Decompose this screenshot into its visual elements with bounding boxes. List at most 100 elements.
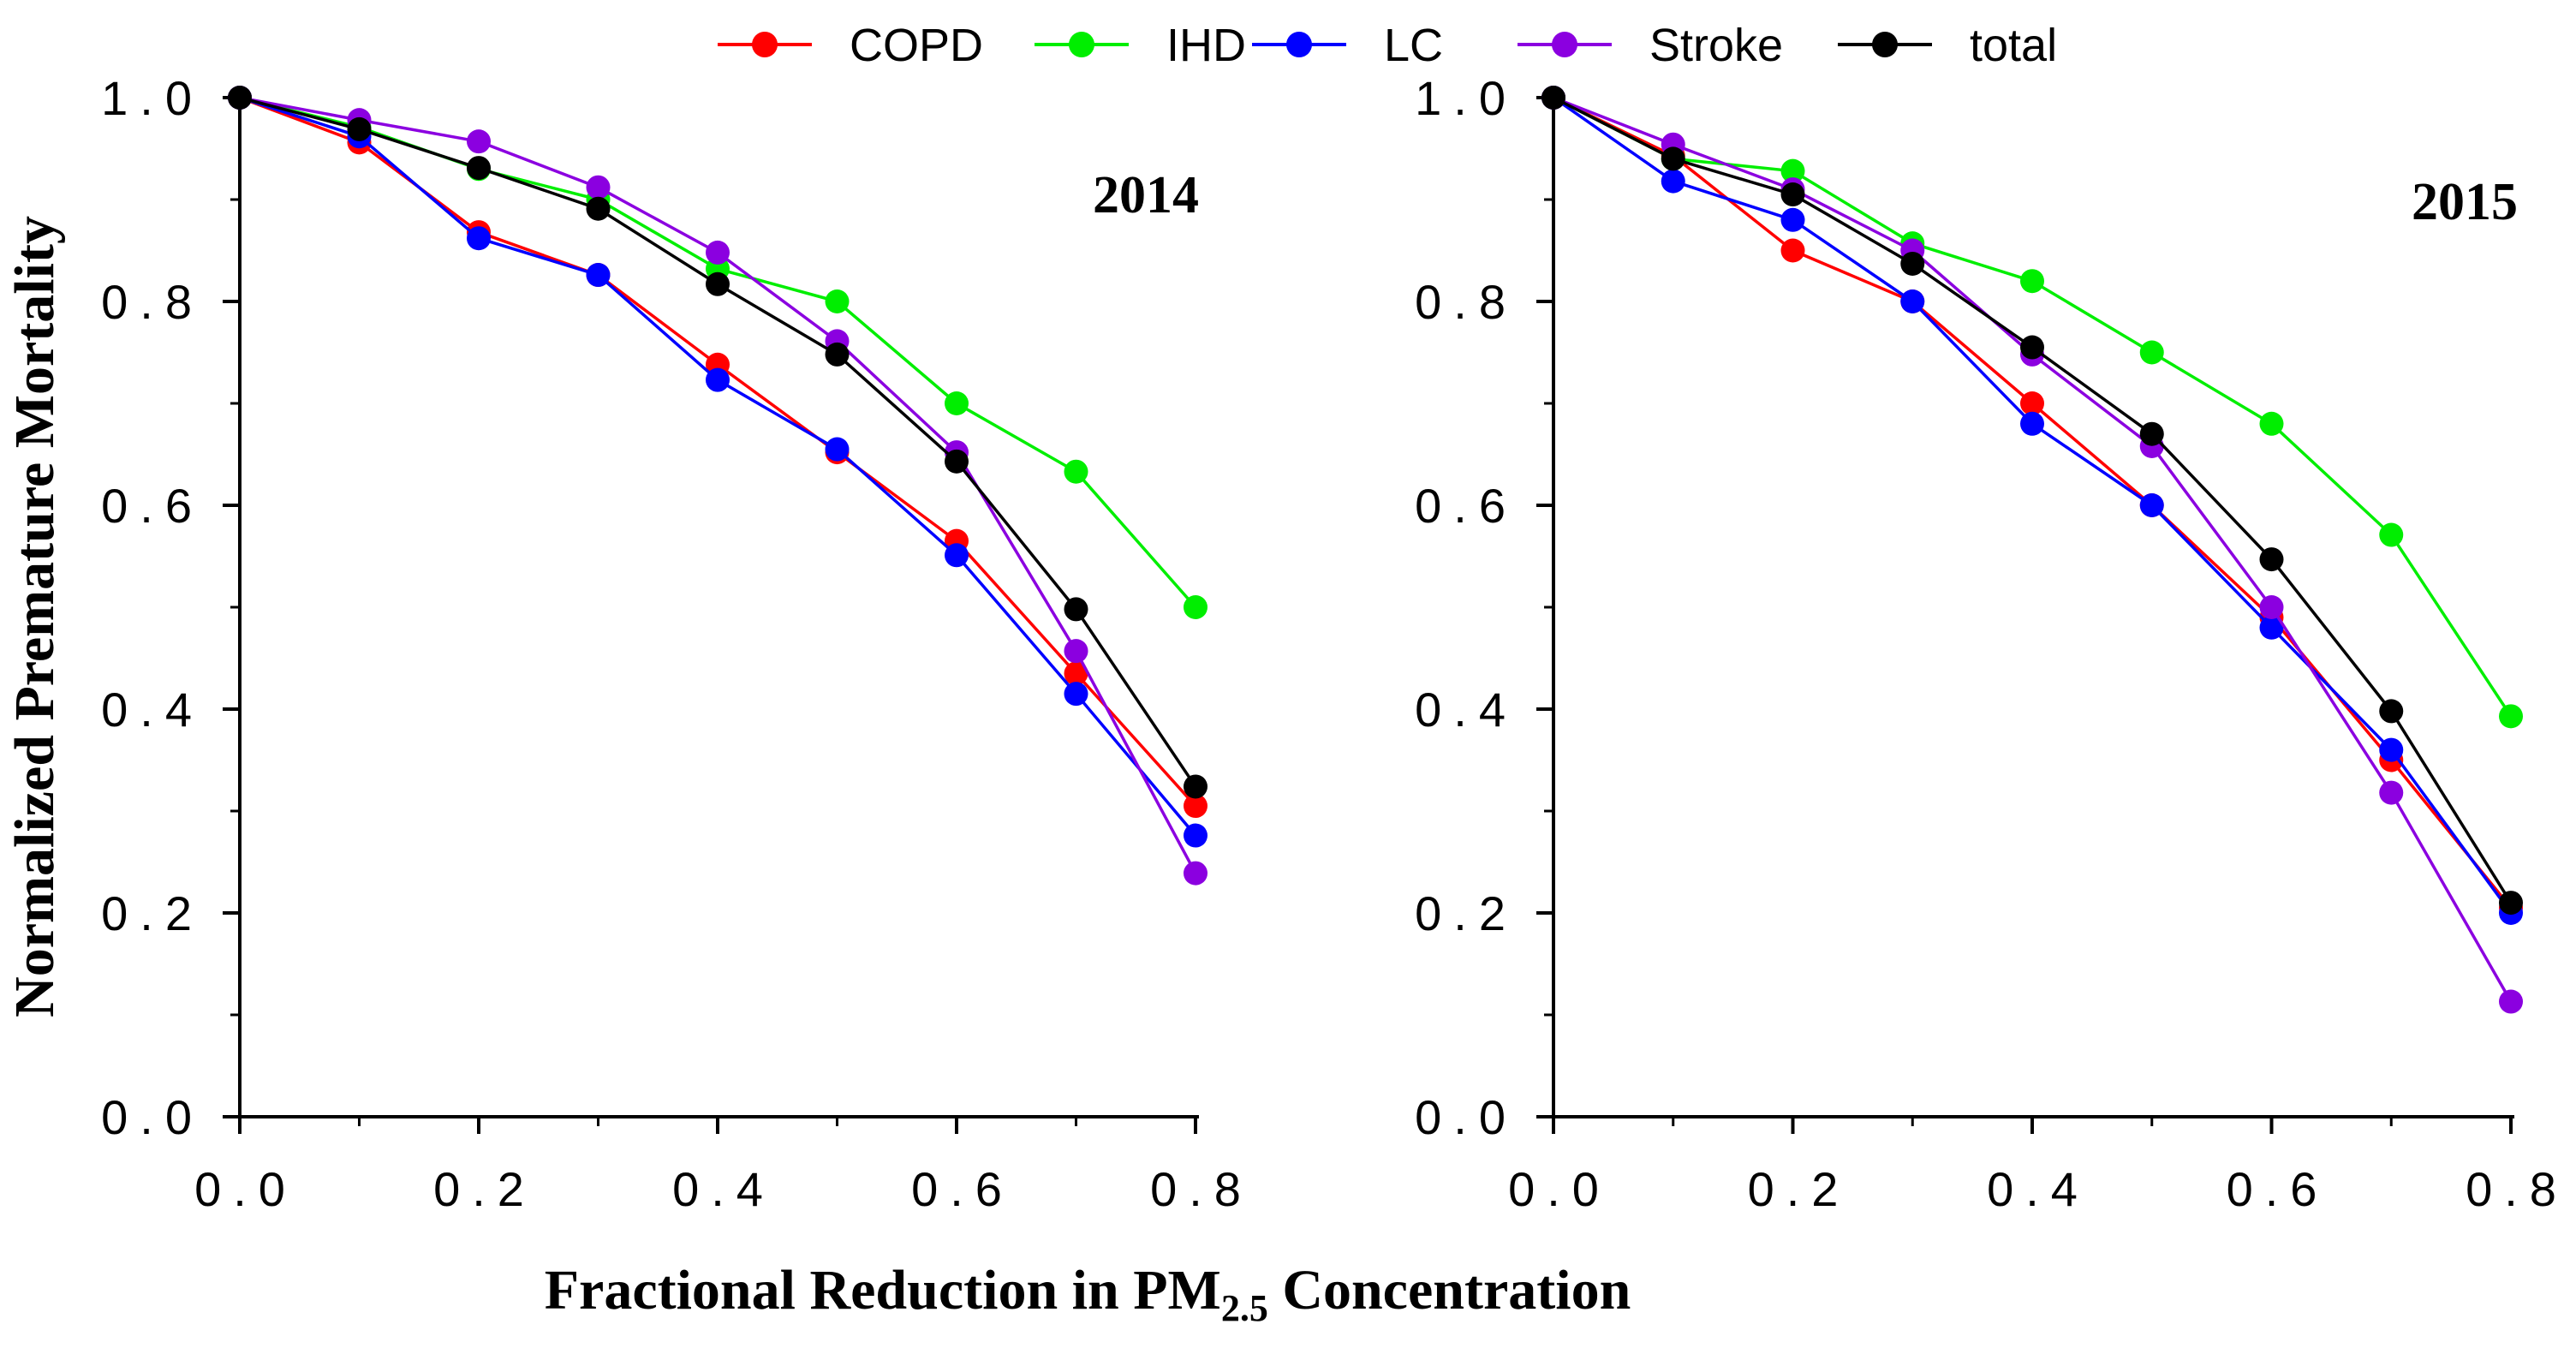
x-axis-label-tail: Concentration bbox=[1268, 1259, 1631, 1321]
legend-label: total bbox=[1970, 20, 2057, 71]
y-tick-label: 0.8 bbox=[1415, 275, 1518, 329]
panel-2014: 0.0 0.2 0.4 0.6 0.8 1.0 0.0 0.2 0.4 0.6 0.8 2014 bbox=[101, 71, 1253, 1216]
legend-item-lc: LC bbox=[1252, 20, 1443, 71]
x-tick-label: 0.8 bbox=[1150, 1162, 1253, 1216]
legend-label: COPD bbox=[850, 20, 983, 71]
data-point-lc bbox=[1780, 207, 1805, 232]
data-point-stroke bbox=[467, 129, 491, 154]
data-point-ihd bbox=[2379, 522, 2404, 547]
y-tick-label: 0.8 bbox=[101, 275, 204, 329]
data-point-stroke bbox=[2379, 780, 2404, 805]
series-line-total bbox=[1553, 96, 2513, 904]
x-tick-label: 0.4 bbox=[672, 1162, 775, 1216]
data-point-total bbox=[1900, 251, 1925, 276]
x-axis-label-main: Fractional Reduction in PM bbox=[545, 1259, 1221, 1321]
panel-title: 2014 bbox=[1093, 166, 1199, 224]
data-point-total bbox=[2259, 547, 2284, 572]
panel-title: 2015 bbox=[2412, 173, 2518, 231]
y-tick-label: 0.2 bbox=[101, 886, 204, 940]
data-point-lc bbox=[467, 226, 491, 251]
y-tick-label: 1.0 bbox=[101, 71, 204, 125]
y-axis-label: Normalized Premature Mortality bbox=[3, 216, 66, 1017]
series-stroke bbox=[1541, 86, 2523, 1014]
data-point-total bbox=[2139, 421, 2164, 446]
data-point-lc bbox=[1661, 169, 1685, 194]
series-line-stroke bbox=[239, 96, 1197, 874]
legend-item-copd: COPD bbox=[718, 20, 983, 71]
data-point-stroke bbox=[1064, 639, 1088, 664]
y-tick-label: 0.4 bbox=[101, 683, 204, 737]
data-point-total bbox=[228, 86, 252, 110]
x-tick-label: 0.0 bbox=[1508, 1162, 1611, 1216]
data-point-total bbox=[1661, 146, 1685, 171]
series-total bbox=[228, 86, 1208, 799]
series-line-copd bbox=[1553, 96, 2513, 910]
series-line-lc bbox=[239, 96, 1197, 837]
series-lc bbox=[228, 86, 1208, 848]
legend-item-stroke: Stroke bbox=[1518, 20, 1783, 71]
series-line-copd bbox=[239, 96, 1197, 808]
data-point-ihd bbox=[1780, 158, 1805, 183]
series-stroke bbox=[228, 86, 1208, 886]
data-point-lc bbox=[1900, 289, 1925, 313]
data-point-stroke bbox=[586, 175, 611, 200]
legend-label: IHD bbox=[1166, 20, 1246, 71]
data-point-stroke bbox=[2259, 595, 2284, 619]
series-line-ihd bbox=[239, 96, 1197, 609]
x-tick-label: 0.6 bbox=[2227, 1162, 2329, 1216]
data-point-ihd bbox=[2499, 704, 2523, 729]
series-total bbox=[1541, 86, 2523, 916]
data-point-total bbox=[1064, 597, 1088, 622]
series-line-stroke bbox=[1553, 96, 2513, 1003]
data-point-total bbox=[347, 116, 372, 141]
x-tick-label: 0.6 bbox=[911, 1162, 1014, 1216]
data-point-ihd bbox=[1184, 595, 1208, 619]
data-point-copd bbox=[1064, 661, 1088, 686]
data-point-total bbox=[1780, 182, 1805, 207]
data-point-stroke bbox=[1184, 861, 1208, 886]
data-point-ihd bbox=[2259, 411, 2284, 436]
series-copd bbox=[1541, 86, 2523, 921]
data-point-total bbox=[945, 449, 969, 474]
data-point-copd bbox=[1780, 238, 1805, 263]
legend-label: Stroke bbox=[1649, 20, 1783, 71]
data-point-lc bbox=[706, 367, 730, 392]
data-point-ihd bbox=[2020, 269, 2044, 294]
y-tick-label: 1.0 bbox=[1415, 71, 1518, 125]
legend-marker bbox=[1872, 32, 1898, 57]
legend-marker bbox=[752, 32, 778, 57]
y-tick-label: 0.0 bbox=[101, 1090, 204, 1144]
legend-marker bbox=[1552, 32, 1577, 57]
data-point-lc bbox=[2020, 411, 2044, 436]
data-point-total bbox=[586, 196, 611, 221]
y-tick-label: 0.2 bbox=[1415, 886, 1518, 940]
data-point-total bbox=[2499, 891, 2523, 916]
y-tick-label: 0.6 bbox=[101, 479, 204, 533]
data-point-lc bbox=[2259, 615, 2284, 640]
x-axis-label: Fractional Reduction in PM2.5 Concentrat… bbox=[545, 1259, 1631, 1329]
data-point-lc bbox=[1064, 682, 1088, 707]
data-point-lc bbox=[945, 543, 969, 568]
x-tick-label: 0.2 bbox=[1748, 1162, 1851, 1216]
data-point-lc bbox=[586, 263, 611, 288]
y-tick-label: 0.4 bbox=[1415, 683, 1518, 737]
data-point-total bbox=[825, 342, 850, 367]
data-point-ihd bbox=[2139, 340, 2164, 365]
series-line-lc bbox=[1552, 96, 2513, 915]
legend-marker bbox=[1286, 32, 1312, 57]
series-copd bbox=[228, 86, 1208, 819]
data-point-total bbox=[467, 156, 491, 181]
legend-marker bbox=[1069, 32, 1094, 57]
data-point-total bbox=[1184, 774, 1208, 799]
data-point-copd bbox=[1184, 794, 1208, 819]
data-point-total bbox=[1541, 86, 1565, 110]
data-point-ihd bbox=[945, 391, 969, 415]
legend: COPD IHD LC Stroke total bbox=[718, 20, 2057, 71]
data-point-total bbox=[2379, 699, 2404, 724]
panel-2015: 0.0 0.2 0.4 0.6 0.8 1.0 0.0 0.2 0.4 0.6 0.8 2015 bbox=[1415, 71, 2556, 1216]
data-point-lc bbox=[2139, 493, 2164, 517]
data-point-total bbox=[706, 271, 730, 296]
x-axis-label-subscript: 2.5 bbox=[1221, 1287, 1268, 1329]
legend-label: LC bbox=[1384, 20, 1443, 71]
data-point-ihd bbox=[1064, 459, 1088, 484]
